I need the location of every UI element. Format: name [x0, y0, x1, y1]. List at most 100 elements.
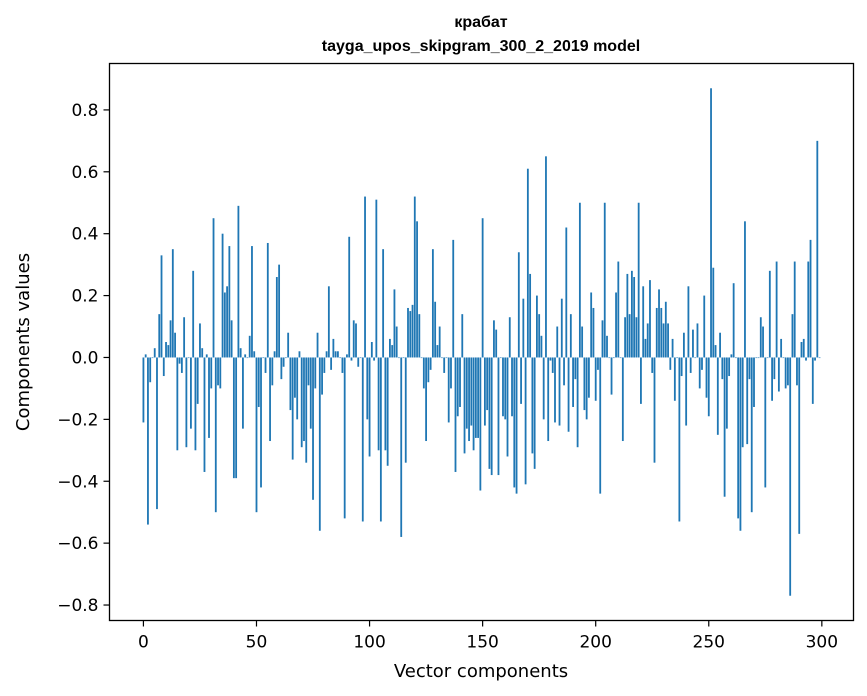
bar	[260, 357, 262, 488]
bar	[658, 289, 660, 358]
bar	[468, 357, 470, 442]
bar	[337, 351, 339, 358]
bar	[499, 357, 502, 359]
bar	[174, 332, 176, 358]
bar	[526, 168, 529, 358]
bar	[798, 357, 801, 534]
bar	[664, 301, 667, 358]
bar	[235, 357, 238, 479]
bar	[230, 320, 233, 358]
bar	[167, 345, 170, 358]
bar	[246, 357, 249, 359]
bar	[194, 357, 197, 451]
bar	[626, 273, 629, 358]
bar	[201, 348, 204, 358]
bar	[196, 357, 199, 404]
bar	[443, 357, 446, 373]
x-axis-ticks: 0 50 100 150 200 250 300	[138, 620, 838, 653]
bar	[441, 357, 443, 359]
bar	[296, 357, 299, 420]
bar	[251, 246, 253, 358]
y-tick-label: 0.6	[71, 163, 98, 183]
bar	[407, 307, 409, 358]
bar	[411, 304, 414, 358]
bar	[621, 357, 624, 442]
bar	[574, 357, 577, 380]
bar	[262, 357, 265, 359]
bar	[185, 357, 188, 448]
bar	[418, 314, 421, 358]
bar	[653, 357, 656, 463]
bar	[755, 357, 758, 359]
bar	[199, 323, 201, 358]
bar	[223, 292, 226, 358]
bar	[142, 357, 145, 423]
bar	[386, 357, 389, 466]
bar	[651, 357, 654, 373]
bar	[395, 326, 398, 358]
bar	[327, 286, 330, 358]
bar	[796, 357, 798, 386]
bar	[563, 357, 565, 386]
bar	[190, 357, 192, 429]
bar	[723, 357, 726, 497]
bar	[746, 357, 749, 445]
bar	[346, 354, 348, 358]
bar	[237, 205, 240, 358]
bar	[490, 357, 493, 476]
bar	[287, 332, 290, 358]
bar	[536, 295, 538, 358]
bar	[180, 357, 183, 373]
bar	[504, 357, 507, 420]
bar	[809, 239, 812, 358]
bar	[793, 261, 796, 358]
bar	[257, 357, 260, 407]
bar	[630, 270, 633, 358]
bar	[606, 335, 608, 358]
bar	[511, 357, 513, 417]
y-tick-label: 0.4	[71, 225, 98, 245]
x-tick-label: 200	[579, 633, 611, 653]
bar	[144, 354, 147, 358]
bar	[529, 273, 532, 358]
bar	[777, 357, 780, 392]
bar	[807, 261, 810, 358]
y-tick-label: 0.2	[71, 287, 98, 307]
bar	[662, 323, 665, 358]
bar	[438, 326, 441, 358]
bar	[291, 357, 294, 460]
bar	[364, 196, 366, 358]
bar	[248, 335, 251, 358]
bar	[701, 357, 703, 370]
bar	[343, 357, 346, 519]
bar	[284, 357, 287, 359]
bar	[400, 357, 403, 537]
bar	[294, 357, 296, 398]
bar	[158, 314, 161, 358]
bar	[232, 357, 235, 479]
bar	[266, 242, 269, 358]
bar	[583, 357, 586, 411]
bar	[253, 351, 256, 358]
bar	[434, 301, 437, 358]
bar	[483, 357, 486, 426]
bar	[542, 357, 545, 420]
bar	[212, 218, 215, 358]
bar	[687, 286, 690, 358]
bar	[379, 357, 382, 522]
bar	[359, 357, 362, 359]
bar	[628, 314, 631, 358]
bar	[429, 357, 432, 370]
bar	[773, 357, 776, 380]
bar	[323, 357, 326, 373]
bar	[619, 357, 622, 359]
bar	[737, 357, 740, 519]
bar	[479, 357, 482, 491]
bar	[617, 261, 620, 358]
bar	[714, 345, 717, 358]
bar	[814, 357, 816, 361]
bar	[450, 357, 452, 389]
bar	[739, 357, 742, 531]
bar	[673, 357, 676, 401]
